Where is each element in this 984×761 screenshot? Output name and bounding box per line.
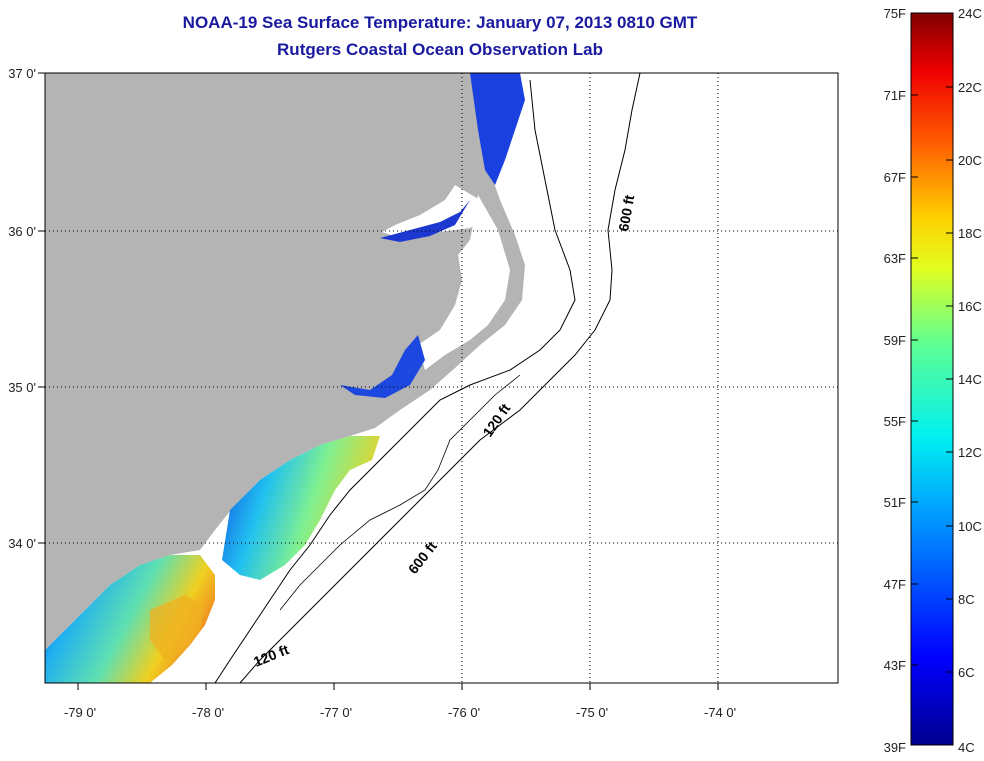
sst-patch-albemarle bbox=[380, 200, 470, 242]
land-area bbox=[45, 73, 525, 650]
cb-f-63: 63F bbox=[884, 251, 906, 266]
cb-c-10: 10C bbox=[958, 519, 982, 534]
map-title: NOAA-19 Sea Surface Temperature: January… bbox=[182, 13, 698, 32]
lon-label-79: -79 0' bbox=[64, 705, 96, 720]
sst-patch-warm-core bbox=[150, 595, 205, 660]
cb-c-20: 20C bbox=[958, 153, 982, 168]
cb-f-67: 67F bbox=[884, 170, 906, 185]
cb-c-24: 24C bbox=[958, 6, 982, 21]
sst-patch-onslow bbox=[222, 436, 380, 580]
lat-label-34: 34 0' bbox=[8, 536, 36, 551]
cb-f-39: 39F bbox=[884, 740, 906, 755]
cb-f-75: 75F bbox=[884, 6, 906, 21]
lon-label-75: -75 0' bbox=[576, 705, 608, 720]
lon-label-78: -78 0' bbox=[192, 705, 224, 720]
lon-label-74: -74 0' bbox=[704, 705, 736, 720]
lon-label-77: -77 0' bbox=[320, 705, 352, 720]
sst-patch-north bbox=[470, 73, 525, 185]
shelf-break bbox=[279, 374, 521, 611]
tick-marks bbox=[38, 72, 719, 690]
cb-c-4: 4C bbox=[958, 740, 975, 755]
map-subtitle: Rutgers Coastal Ocean Observation Lab bbox=[277, 40, 603, 59]
lat-label-37: 37 0' bbox=[8, 66, 36, 81]
cb-f-51: 51F bbox=[884, 495, 906, 510]
isobath-120ft bbox=[214, 79, 576, 683]
cb-c-12: 12C bbox=[958, 445, 982, 460]
lat-label-35: 35 0' bbox=[8, 380, 36, 395]
cb-c-18: 18C bbox=[958, 226, 982, 241]
cb-c-14: 14C bbox=[958, 372, 982, 387]
cb-c-6: 6C bbox=[958, 665, 975, 680]
isobath-label-600ft-north: 600 ft bbox=[615, 193, 637, 232]
lon-label-76: -76 0' bbox=[448, 705, 480, 720]
lat-label-36: 36 0' bbox=[8, 224, 36, 239]
cb-f-71: 71F bbox=[884, 88, 906, 103]
pamlico-sound bbox=[418, 195, 510, 370]
cb-f-59: 59F bbox=[884, 333, 906, 348]
cb-f-43: 43F bbox=[884, 658, 906, 673]
sst-patch-neuse bbox=[340, 335, 425, 398]
isobath-600ft-north bbox=[239, 73, 641, 683]
cb-f-47: 47F bbox=[884, 577, 906, 592]
graticule bbox=[45, 73, 838, 683]
cb-c-16: 16C bbox=[958, 299, 982, 314]
map-frame bbox=[44, 72, 839, 684]
cb-c-8: 8C bbox=[958, 592, 975, 607]
cb-c-22: 22C bbox=[958, 80, 982, 95]
colorbar-ticks bbox=[911, 86, 953, 673]
albemarle-sound bbox=[382, 185, 485, 238]
cb-f-55: 55F bbox=[884, 414, 906, 429]
